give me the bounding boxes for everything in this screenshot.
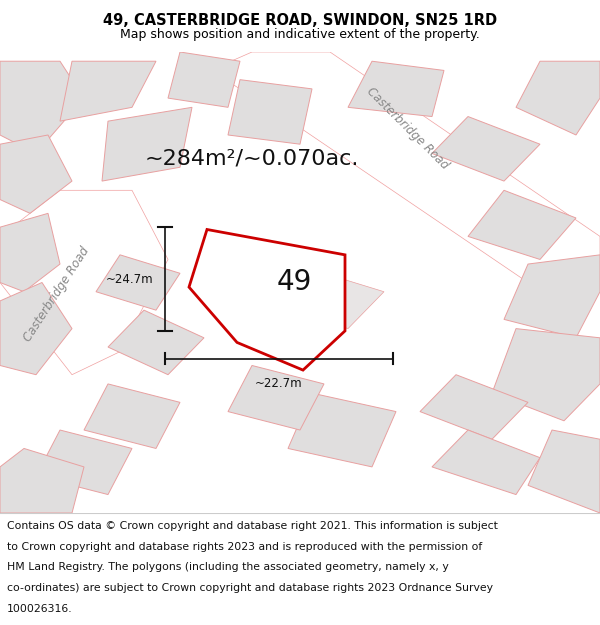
Text: 49: 49 (277, 269, 311, 296)
Text: 100026316.: 100026316. (7, 604, 73, 614)
Polygon shape (0, 190, 168, 375)
Polygon shape (504, 255, 600, 338)
Polygon shape (84, 384, 180, 449)
Text: ~22.7m: ~22.7m (255, 377, 303, 390)
Polygon shape (288, 273, 384, 329)
Text: HM Land Registry. The polygons (including the associated geometry, namely x, y: HM Land Registry. The polygons (includin… (7, 562, 449, 572)
Polygon shape (210, 52, 600, 282)
Text: Casterbridge Road: Casterbridge Road (364, 84, 452, 172)
Text: 49, CASTERBRIDGE ROAD, SWINDON, SN25 1RD: 49, CASTERBRIDGE ROAD, SWINDON, SN25 1RD (103, 13, 497, 28)
Text: ~24.7m: ~24.7m (106, 272, 153, 286)
Polygon shape (36, 430, 132, 494)
Polygon shape (420, 375, 528, 439)
Text: ~284m²/~0.070ac.: ~284m²/~0.070ac. (145, 148, 359, 168)
Polygon shape (516, 61, 600, 135)
Polygon shape (60, 61, 156, 121)
Polygon shape (0, 449, 84, 513)
Polygon shape (0, 135, 72, 213)
Polygon shape (0, 282, 72, 375)
Polygon shape (102, 107, 192, 181)
Polygon shape (432, 116, 540, 181)
Text: to Crown copyright and database rights 2023 and is reproduced with the permissio: to Crown copyright and database rights 2… (7, 541, 482, 551)
Polygon shape (468, 190, 576, 259)
Polygon shape (228, 366, 324, 430)
Polygon shape (348, 61, 444, 116)
Polygon shape (492, 329, 600, 421)
Polygon shape (0, 213, 60, 292)
Polygon shape (108, 310, 204, 375)
Text: Contains OS data © Crown copyright and database right 2021. This information is : Contains OS data © Crown copyright and d… (7, 521, 498, 531)
Polygon shape (0, 61, 84, 153)
Polygon shape (168, 52, 240, 107)
Polygon shape (189, 229, 345, 370)
Text: co-ordinates) are subject to Crown copyright and database rights 2023 Ordnance S: co-ordinates) are subject to Crown copyr… (7, 583, 493, 593)
Polygon shape (528, 430, 600, 513)
Polygon shape (192, 236, 300, 301)
Polygon shape (432, 430, 540, 494)
Text: Casterbridge Road: Casterbridge Road (22, 244, 92, 344)
Polygon shape (288, 393, 396, 467)
Polygon shape (228, 79, 312, 144)
Text: Map shows position and indicative extent of the property.: Map shows position and indicative extent… (120, 28, 480, 41)
Polygon shape (96, 255, 180, 310)
